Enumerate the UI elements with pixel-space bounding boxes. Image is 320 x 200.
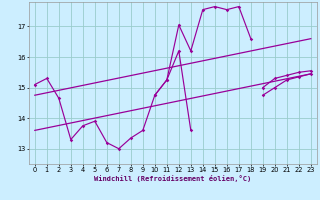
X-axis label: Windchill (Refroidissement éolien,°C): Windchill (Refroidissement éolien,°C)	[94, 175, 252, 182]
